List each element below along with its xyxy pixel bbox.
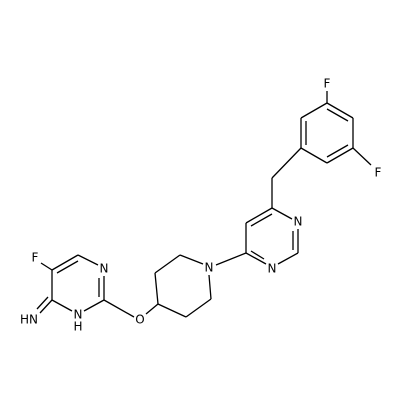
atom-hydrogen: H	[73, 320, 82, 334]
bond	[326, 147, 354, 164]
atom-label: N	[74, 308, 83, 322]
atom-label: F	[324, 77, 331, 91]
bond	[271, 147, 302, 179]
bond	[40, 262, 53, 271]
bond	[36, 296, 49, 310]
bond	[326, 102, 354, 119]
bond	[245, 207, 273, 224]
bond	[250, 250, 265, 260]
bond	[245, 252, 267, 265]
atom-label: N	[100, 262, 109, 276]
bond	[208, 274, 212, 300]
bond	[39, 299, 53, 314]
bond	[352, 147, 372, 166]
bond	[300, 102, 328, 119]
bond	[185, 298, 212, 318]
bond	[51, 254, 79, 271]
bond	[51, 299, 73, 312]
bond	[103, 299, 135, 318]
bond	[300, 147, 328, 164]
bond	[154, 272, 159, 305]
atom-label: N	[294, 215, 303, 229]
bond	[277, 252, 299, 265]
bond	[326, 108, 349, 122]
bond	[154, 254, 181, 274]
atom-label: N	[205, 261, 214, 275]
bond	[157, 303, 187, 318]
bond	[77, 254, 99, 266]
bond	[83, 299, 105, 312]
bond	[326, 144, 349, 158]
atom-label: F	[375, 166, 382, 180]
atom-label: F	[32, 251, 39, 265]
atom-label: O	[135, 313, 144, 327]
atom-label: N	[268, 262, 277, 276]
atom-label: HN	[20, 313, 38, 327]
bond	[179, 254, 204, 265]
bond	[215, 252, 247, 266]
bond	[56, 260, 79, 274]
bonds	[36, 91, 372, 318]
bond	[145, 303, 159, 315]
bond	[250, 213, 273, 227]
bond	[271, 207, 293, 220]
